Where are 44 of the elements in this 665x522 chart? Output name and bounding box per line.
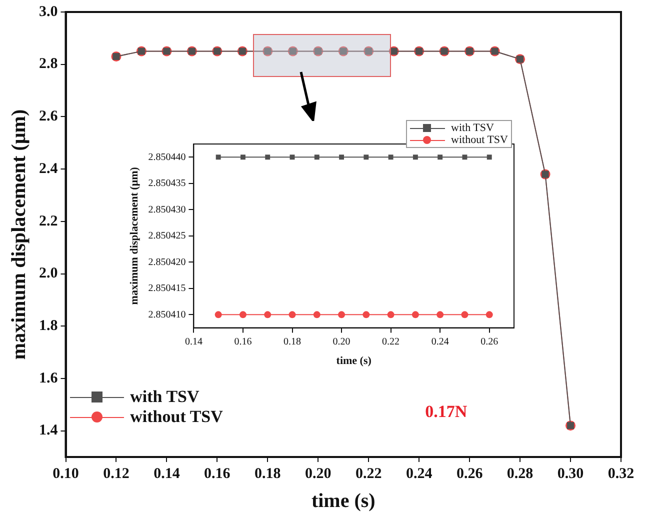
x-axis-title: time (s)	[336, 355, 372, 368]
y-tick-label: 1.6	[39, 370, 58, 386]
y-tick-label: 2.2	[39, 213, 58, 230]
y-tick-label: 2.6	[39, 108, 58, 125]
x-tick-label: 0.16	[234, 336, 252, 348]
x-tick-label: 0.26	[480, 336, 498, 348]
y-tick-label: 1.4	[39, 422, 58, 439]
y-axis-title: maximum displacement (μm)	[128, 166, 140, 305]
y-tick-label: 1.8	[39, 318, 58, 334]
x-tick-label: 0.22	[355, 466, 382, 482]
y-tick-label: 2.0	[39, 266, 58, 282]
x-tick-label: 0.16	[204, 466, 231, 482]
x-tick-label: 0.24	[431, 336, 449, 348]
x-tick-label: 0.20	[332, 336, 350, 348]
y-tick-label: 3.0	[39, 4, 58, 20]
x-tick-label: 0.26	[456, 466, 484, 482]
y-tick-label: 2.8	[39, 56, 58, 72]
x-tick-label: 0.18	[254, 466, 281, 482]
x-axis-title: time (s)	[311, 490, 376, 512]
y-tick-label: 2.850410	[148, 309, 186, 320]
x-tick-label: 0.12	[103, 466, 130, 482]
x-tick-label: 0.18	[284, 336, 302, 348]
y-tick-label: 2.4	[39, 160, 58, 177]
x-tick-label: 0.22	[382, 336, 400, 348]
x-tick-label: 0.10	[52, 466, 79, 482]
y-axis-title: maximum displacement (μm)	[8, 109, 30, 360]
legend-label: without TSV	[451, 134, 508, 146]
annotation: 0.17N	[425, 402, 468, 421]
y-tick-label: 2.850435	[148, 178, 186, 190]
y-tick-label: 2.850415	[148, 283, 186, 294]
legend-label: with TSV	[451, 122, 494, 134]
x-tick-label: 0.32	[608, 466, 634, 482]
x-tick-label: 0.14	[154, 466, 180, 482]
x-tick-label: 0.30	[557, 466, 584, 482]
y-tick-label: 2.850425	[148, 230, 186, 242]
y-tick-label: 2.850440	[148, 152, 186, 163]
x-tick-label: 0.20	[305, 466, 332, 482]
legend-label: with TSV	[130, 387, 200, 407]
x-tick-label: 0.28	[506, 466, 534, 482]
x-tick-label: 0.24	[406, 466, 433, 482]
x-tick-label: 0.14	[184, 336, 202, 348]
legend-label: without TSV	[130, 407, 223, 427]
y-tick-label: 2.850430	[148, 204, 186, 216]
y-tick-label: 2.850420	[148, 256, 186, 268]
